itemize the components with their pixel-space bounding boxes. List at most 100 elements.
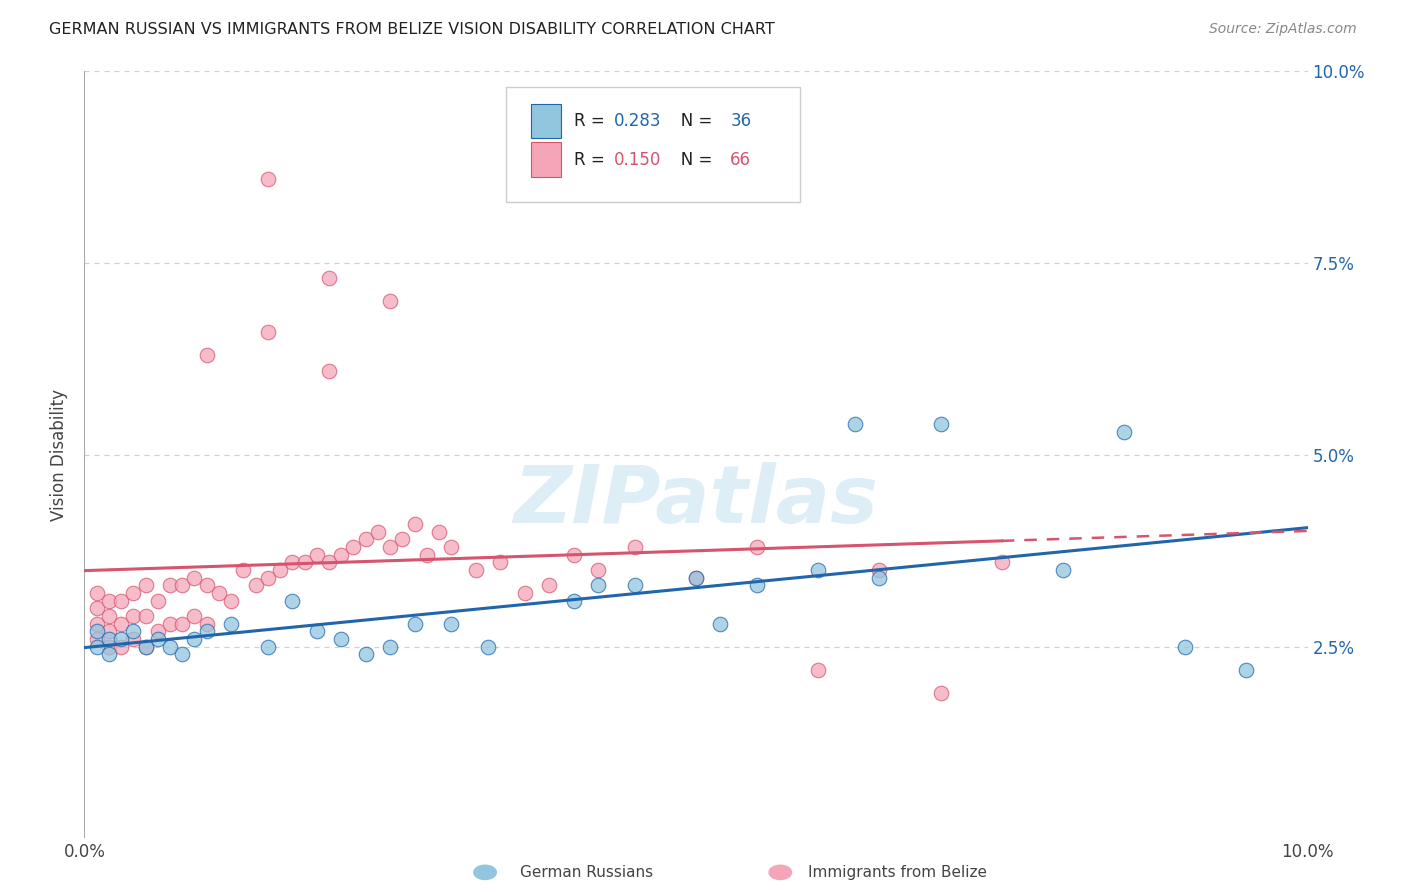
Point: [86, 601, 108, 615]
Point: [146, 593, 169, 607]
Point: [195, 624, 218, 639]
Point: [330, 632, 353, 646]
Point: [219, 616, 242, 631]
Text: ZIPatlas: ZIPatlas: [513, 462, 879, 540]
Point: [257, 171, 280, 186]
Point: [1114, 425, 1136, 439]
Point: [97, 632, 120, 646]
Text: R =: R =: [574, 151, 610, 169]
Text: R =: R =: [574, 112, 610, 130]
Point: [318, 271, 340, 285]
Point: [929, 417, 952, 432]
Point: [122, 609, 145, 624]
Text: 66: 66: [730, 151, 751, 169]
Point: [110, 593, 132, 607]
Point: [391, 533, 413, 547]
Point: [354, 648, 377, 662]
Point: [232, 563, 254, 577]
Point: [245, 578, 267, 592]
Point: [183, 632, 205, 646]
Text: German Russians: German Russians: [520, 865, 654, 880]
Point: [97, 624, 120, 639]
Point: [929, 686, 952, 700]
Text: 0.283: 0.283: [614, 112, 661, 130]
Text: N =: N =: [665, 151, 718, 169]
Point: [159, 640, 181, 654]
Point: [97, 609, 120, 624]
Point: [172, 616, 194, 631]
Text: 36: 36: [730, 112, 751, 130]
Point: [624, 578, 647, 592]
FancyBboxPatch shape: [506, 87, 800, 202]
Point: [110, 616, 132, 631]
Point: [305, 548, 328, 562]
Point: [869, 563, 891, 577]
Point: [869, 571, 891, 585]
Point: [159, 616, 181, 631]
Point: [257, 640, 280, 654]
Point: [183, 571, 205, 585]
Text: N =: N =: [665, 112, 718, 130]
Point: [135, 640, 157, 654]
Point: [195, 578, 218, 592]
Text: Source: ZipAtlas.com: Source: ZipAtlas.com: [1209, 22, 1357, 37]
Point: [97, 593, 120, 607]
Point: [747, 540, 769, 554]
Point: [354, 533, 377, 547]
Point: [427, 524, 450, 539]
Point: [257, 571, 280, 585]
Point: [685, 571, 707, 585]
Point: [380, 540, 402, 554]
Point: [489, 555, 512, 569]
Text: GERMAN RUSSIAN VS IMMIGRANTS FROM BELIZE VISION DISABILITY CORRELATION CHART: GERMAN RUSSIAN VS IMMIGRANTS FROM BELIZE…: [49, 22, 775, 37]
Point: [709, 616, 731, 631]
Text: Immigrants from Belize: Immigrants from Belize: [808, 865, 987, 880]
Point: [1236, 663, 1258, 677]
FancyBboxPatch shape: [531, 143, 561, 177]
Point: [97, 648, 120, 662]
Point: [135, 640, 157, 654]
Point: [86, 586, 108, 600]
Point: [464, 563, 486, 577]
Point: [1174, 640, 1197, 654]
Point: [318, 363, 340, 377]
Point: [807, 563, 830, 577]
Point: [281, 593, 304, 607]
Point: [685, 571, 707, 585]
Point: [122, 624, 145, 639]
Point: [146, 632, 169, 646]
Point: [110, 640, 132, 654]
Point: [624, 540, 647, 554]
Point: [86, 624, 108, 639]
Point: [281, 555, 304, 569]
Point: [135, 609, 157, 624]
Point: [195, 616, 218, 631]
Point: [318, 555, 340, 569]
Point: [330, 548, 353, 562]
Point: [219, 593, 242, 607]
Point: [380, 294, 402, 309]
Point: [269, 563, 291, 577]
Point: [586, 563, 609, 577]
Point: [257, 325, 280, 339]
Point: [477, 640, 499, 654]
Point: [159, 578, 181, 592]
Point: [844, 417, 866, 432]
Point: [586, 578, 609, 592]
Point: [208, 586, 231, 600]
Text: 0.150: 0.150: [614, 151, 661, 169]
Point: [86, 640, 108, 654]
Point: [367, 524, 389, 539]
Point: [122, 632, 145, 646]
Point: [513, 586, 536, 600]
Point: [404, 616, 426, 631]
Point: [807, 663, 830, 677]
Point: [380, 640, 402, 654]
Point: [122, 586, 145, 600]
Point: [416, 548, 439, 562]
Point: [342, 540, 364, 554]
Point: [135, 578, 157, 592]
Point: [562, 548, 585, 562]
Point: [195, 348, 218, 362]
Point: [183, 609, 205, 624]
